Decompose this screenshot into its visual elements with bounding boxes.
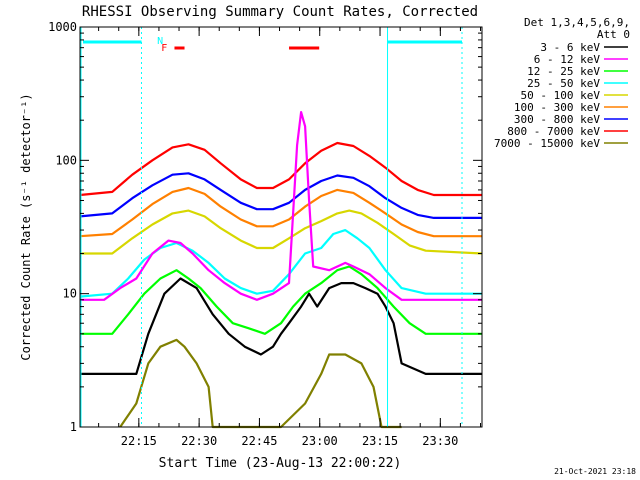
x-axis-label: Start Time (23-Aug-13 22:00:22) [159,456,402,471]
series-line-25-50-keV [79,229,482,298]
legend-header-line2: Att 0 [597,28,630,41]
legend-label: 300 - 800 keV [514,113,600,126]
x-tick-label: 22:45 [241,434,277,448]
legend-label: 12 - 25 keV [527,65,600,78]
legend-label: 25 - 50 keV [527,77,600,90]
series-line-800-7000-keV [79,141,482,197]
y-tick-label: 1 [70,420,77,434]
legend-label: 3 - 6 keV [540,41,600,54]
y-axis-label: Corrected Count Rate (s⁻¹ detector⁻¹) [19,93,33,360]
x-tick-label: 22:30 [181,434,217,448]
legend-header-line1: Det 1,3,4,5,6,9, [524,16,630,29]
overlay-layer: NF [80,27,463,427]
series-line-7000-15000-keV [119,338,402,429]
x-tick-label: 23:15 [362,434,398,448]
series-line-300-800-keV [79,172,482,219]
n-flag-label: N [157,36,163,47]
legend-label: 6 - 12 keV [534,53,601,66]
y-tick-label: 10 [63,287,77,301]
chart-title: RHESSI Observing Summary Count Rates, Co… [82,4,478,20]
y-tick-label: 1000 [48,20,77,34]
timestamp: 21-Oct-2021 23:18 [554,467,636,476]
legend-label: 800 - 7000 keV [507,125,600,138]
y-tick-label: 100 [55,153,77,167]
plot-frame [79,26,483,428]
x-tick-label: 23:00 [302,434,338,448]
f-flag-label: F [161,43,167,54]
legend-label: 50 - 100 keV [521,89,601,102]
series-line-12-25-keV [80,265,482,335]
legend-label: 100 - 300 keV [514,101,600,114]
series-line-100-300-keV [79,186,482,238]
x-tick-label: 22:15 [121,434,157,448]
series-layer [79,110,483,429]
x-tick-label: 23:30 [422,434,458,448]
series-line-50-100-keV [80,209,483,255]
x-axis: 22:15 22:30 22:45 23:00 23:15 23:30 [98,27,482,448]
y-axis: 1 10 100 1000 [48,20,482,434]
legend-label: 7000 - 15000 keV [494,137,600,150]
series-line-3-6-keV [80,277,482,375]
series-line-6-12-keV [80,110,482,301]
